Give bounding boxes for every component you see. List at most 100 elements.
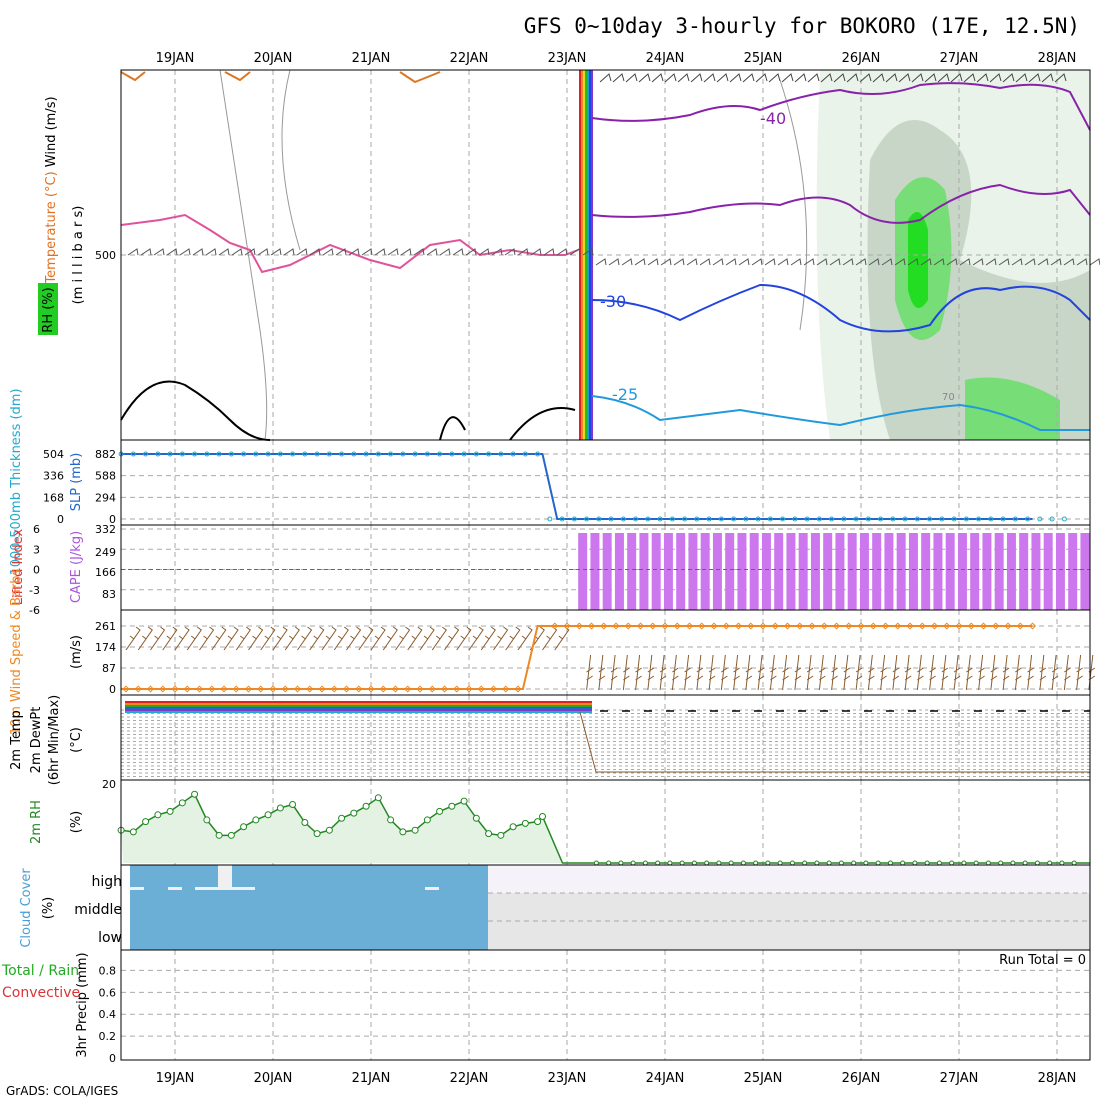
contour-label: -30 bbox=[600, 292, 626, 311]
wind-barb bbox=[491, 248, 503, 256]
wind-barb bbox=[283, 248, 295, 256]
thickness-marker bbox=[767, 516, 773, 522]
wind-barb bbox=[296, 248, 308, 256]
cape-bar bbox=[1031, 533, 1041, 610]
cape-bar bbox=[663, 533, 673, 610]
wind-speed-marker bbox=[134, 685, 142, 693]
thickness-marker bbox=[633, 516, 639, 522]
cape-bar bbox=[810, 533, 820, 610]
wind-speed-marker bbox=[930, 622, 939, 630]
wind-barb bbox=[205, 248, 217, 256]
thickness-tick-label: 504 bbox=[43, 448, 64, 461]
wind-barb bbox=[807, 73, 820, 83]
wind-barb bbox=[782, 654, 789, 691]
wind-barb bbox=[755, 73, 768, 83]
wind-speed-marker bbox=[955, 622, 963, 630]
orange-contour bbox=[120, 71, 441, 84]
wind-barb bbox=[664, 73, 677, 83]
top-date-axis: 19JAN 20JAN 21JAN 22JAN 23JAN 24JAN 25JAN 26JAN… bbox=[156, 51, 1077, 66]
bottom-date-label: 26JAN bbox=[842, 1071, 881, 1086]
rh-unit-label: (%) bbox=[69, 811, 84, 834]
rh-marker bbox=[753, 860, 759, 866]
cape-bar bbox=[676, 533, 686, 610]
cape-tick-label: 249 bbox=[95, 546, 116, 559]
precip-panel: 0.8 0.6 0.4 0.2 0 Run Total = 0 Total / Rain Co… bbox=[1, 949, 1091, 1065]
wind-barb bbox=[284, 626, 300, 651]
wind-barb bbox=[480, 626, 496, 651]
rh-marker bbox=[765, 860, 771, 866]
thickness-marker bbox=[228, 451, 234, 457]
thickness-marker bbox=[755, 516, 761, 522]
wind-barb bbox=[868, 258, 880, 266]
wind-speed-marker bbox=[808, 622, 816, 630]
wind-barb bbox=[439, 248, 451, 256]
wind-barb bbox=[150, 626, 166, 651]
wind-barb bbox=[673, 258, 685, 266]
wind-barb bbox=[468, 626, 484, 651]
wind-tick-label: 261 bbox=[95, 620, 116, 633]
wind-speed-marker bbox=[355, 685, 363, 693]
thickness-marker bbox=[878, 516, 884, 522]
wind-barb bbox=[322, 248, 334, 256]
thickness-marker bbox=[596, 516, 602, 522]
wind-barb bbox=[794, 73, 807, 83]
wind-barb bbox=[465, 248, 477, 256]
pressure-axis-label: (m i l l i b a r s) bbox=[71, 206, 86, 305]
rh-marker bbox=[448, 802, 456, 810]
wind-speed-marker bbox=[820, 622, 828, 630]
wind-barb bbox=[309, 248, 321, 256]
wind-speed-marker bbox=[257, 685, 265, 693]
wind-speed-marker bbox=[281, 685, 289, 693]
wind-speed-marker bbox=[734, 622, 743, 630]
thickness-marker bbox=[449, 451, 455, 457]
rh-marker bbox=[485, 830, 493, 838]
wind-speed-marker bbox=[122, 685, 130, 693]
wind-speed-marker bbox=[575, 622, 583, 630]
pressure-tick-label: 500 bbox=[95, 249, 116, 262]
wind-barb bbox=[651, 73, 664, 83]
contour-label: 70 bbox=[942, 392, 955, 403]
panel-frame bbox=[120, 609, 1091, 696]
wind-barb bbox=[186, 626, 202, 651]
wind-barb bbox=[647, 258, 659, 266]
wind-barb bbox=[346, 626, 362, 651]
wind-speed-marker bbox=[698, 622, 706, 630]
wind-barb bbox=[738, 258, 750, 266]
cape-bar bbox=[982, 533, 992, 610]
wind-barb bbox=[297, 626, 313, 651]
wind-speed-marker bbox=[649, 622, 657, 630]
precip-convective-label: Convective bbox=[2, 985, 80, 1001]
wind-speed-marker bbox=[796, 622, 804, 630]
rh-marker bbox=[301, 819, 309, 826]
wind-barb bbox=[517, 626, 533, 651]
thickness-marker bbox=[792, 516, 798, 522]
rh-contour bbox=[219, 69, 268, 441]
cape-bar bbox=[737, 533, 747, 610]
wind-barb bbox=[898, 73, 911, 83]
rh-marker bbox=[1022, 860, 1028, 866]
minmax-axis-label: (6hr Min/Max) bbox=[47, 695, 62, 785]
thickness-marker bbox=[314, 451, 320, 457]
top-date-label: 24JAN bbox=[646, 51, 685, 66]
wind-barb bbox=[972, 258, 984, 266]
rh-marker bbox=[129, 828, 137, 836]
rh-marker bbox=[924, 860, 930, 866]
thickness-marker bbox=[510, 451, 516, 457]
rh-marker bbox=[399, 828, 407, 836]
wind-barb bbox=[608, 258, 620, 266]
cape-bar bbox=[578, 533, 588, 610]
wind-barb bbox=[199, 626, 215, 651]
wind-barb bbox=[885, 73, 898, 83]
wind-barb bbox=[610, 654, 618, 691]
wind-barb bbox=[638, 73, 651, 83]
cape-bar bbox=[749, 533, 759, 610]
slp-axis-label: SLP (mb) bbox=[69, 453, 84, 512]
cape-bar bbox=[1043, 533, 1053, 610]
cape-bar bbox=[786, 533, 796, 610]
top-date-label: 22JAN bbox=[450, 51, 489, 66]
wind-barb bbox=[953, 654, 961, 691]
wind-barb bbox=[586, 654, 593, 691]
cloud-high-band bbox=[488, 865, 1090, 893]
cape-bar bbox=[945, 533, 955, 610]
wind-barb bbox=[941, 654, 949, 691]
